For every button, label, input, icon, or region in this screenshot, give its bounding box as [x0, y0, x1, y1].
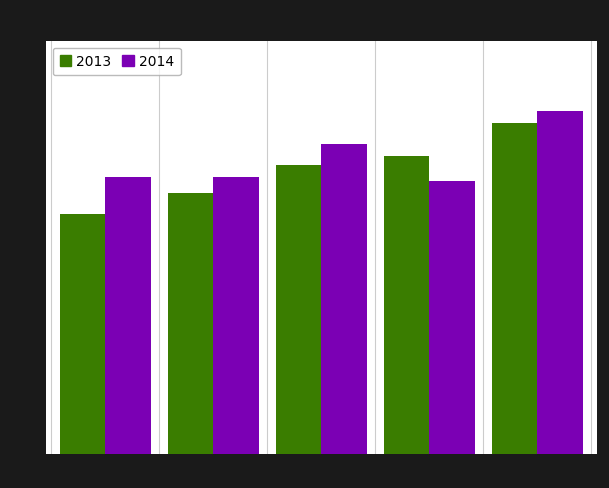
Bar	[537, 112, 583, 454]
Bar	[105, 178, 150, 454]
Bar	[492, 124, 537, 454]
Bar	[322, 144, 367, 454]
Legend: 2013, 2014: 2013, 2014	[52, 48, 181, 76]
Bar	[429, 182, 474, 454]
Bar	[213, 178, 259, 454]
Bar	[60, 215, 105, 454]
Bar	[168, 194, 213, 454]
Bar	[276, 165, 322, 454]
Bar	[384, 157, 429, 454]
